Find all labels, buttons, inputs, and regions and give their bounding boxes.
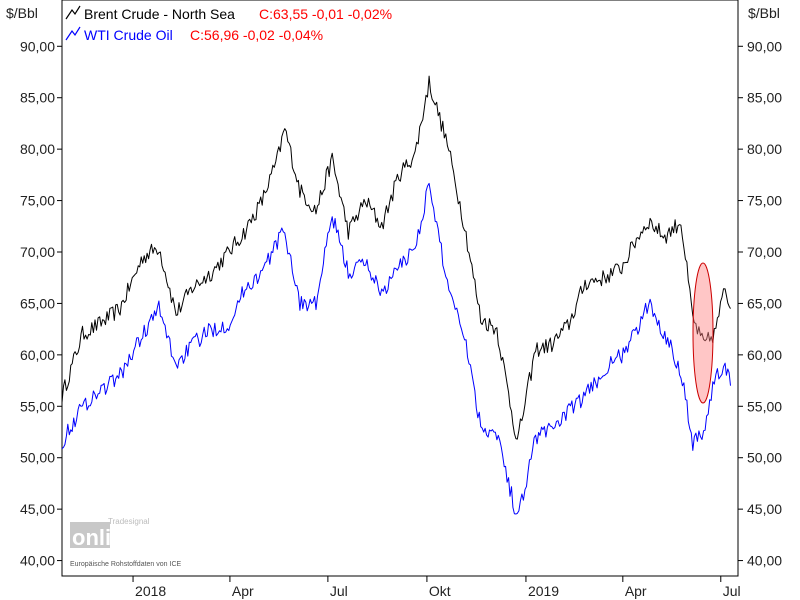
series-layer	[61, 75, 731, 515]
y-tick-label: 45,00	[747, 501, 782, 517]
y-tick-label: 55,00	[747, 398, 782, 414]
plot-area	[61, 0, 739, 577]
y-tick-label: 50,00	[747, 450, 782, 466]
watermark-brand: online	[72, 525, 137, 550]
x-tick-label: Okt	[429, 583, 451, 599]
y-tick-label: 45,00	[20, 501, 55, 517]
left-unit-label: $/Bbl	[6, 5, 38, 21]
legend-line-icon	[65, 5, 81, 20]
y-tick-label: 85,00	[747, 90, 782, 106]
y-tick-label: 80,00	[20, 141, 55, 157]
x-tick-label: 2019	[528, 583, 559, 599]
y-tick-label: 60,00	[747, 347, 782, 363]
legend-item-wti: WTI Crude Oil C:56,96 -0,02 -0,04%	[65, 26, 323, 43]
y-tick-label: 75,00	[20, 193, 55, 209]
highlight-ellipse	[692, 262, 714, 404]
y-tick-label: 65,00	[747, 295, 782, 311]
y-tick-label: 75,00	[747, 193, 782, 209]
x-tick-label: Apr	[232, 583, 254, 599]
legend-close-brent: C:63,55 -0,01 -0,02%	[259, 6, 392, 22]
y-tick-label: 70,00	[20, 244, 55, 260]
series-line-brent	[61, 75, 731, 440]
watermark-brand-small: Tradesignal	[108, 517, 150, 526]
y-axis-left: 40,00 45,00 50,00 55,00 60,00 65,00 70,00 75,00…	[20, 38, 62, 569]
y-tick-label: 65,00	[20, 295, 55, 311]
right-unit-label: $/Bbl	[748, 5, 780, 21]
y-tick-label: 85,00	[20, 90, 55, 106]
y-tick-label: 40,00	[747, 553, 782, 569]
y-tick-label: 80,00	[747, 141, 782, 157]
x-tick-label: Jul	[723, 583, 741, 599]
y-axis-right: 40,00 45,00 50,00 55,00 60,00 65,00 70,00 75,00…	[738, 38, 782, 569]
legend-name-brent: Brent Crude - North Sea	[84, 6, 235, 22]
legend-item-brent: Brent Crude - North Sea C:63,55 -0,01 -0…	[65, 5, 392, 22]
legend-name-wti: WTI Crude Oil	[84, 27, 173, 43]
y-tick-label: 90,00	[747, 38, 782, 54]
y-tick-label: 60,00	[20, 347, 55, 363]
x-axis: 2018 Apr Jul Okt 2019 Apr Jul	[132, 576, 741, 599]
series-line-wti	[61, 182, 731, 515]
legend-close-wti: C:56,96 -0,02 -0,04%	[190, 27, 323, 43]
x-tick-label: Jul	[330, 583, 348, 599]
y-tick-label: 40,00	[20, 553, 55, 569]
y-tick-label: 70,00	[747, 244, 782, 260]
legend-line-icon	[65, 26, 81, 41]
source-note: Europäische Rohstoffdaten von ICE	[70, 561, 181, 568]
x-tick-label: 2018	[135, 583, 166, 599]
legend: Brent Crude - North Sea C:63,55 -0,01 -0…	[65, 5, 392, 43]
y-tick-label: 55,00	[20, 398, 55, 414]
y-tick-label: 90,00	[20, 38, 55, 54]
watermark: online Tradesignal Europäische Rohstoffd…	[70, 517, 181, 568]
watermark-logo-box	[70, 522, 110, 548]
x-tick-label: Apr	[625, 583, 647, 599]
y-tick-label: 50,00	[20, 450, 55, 466]
